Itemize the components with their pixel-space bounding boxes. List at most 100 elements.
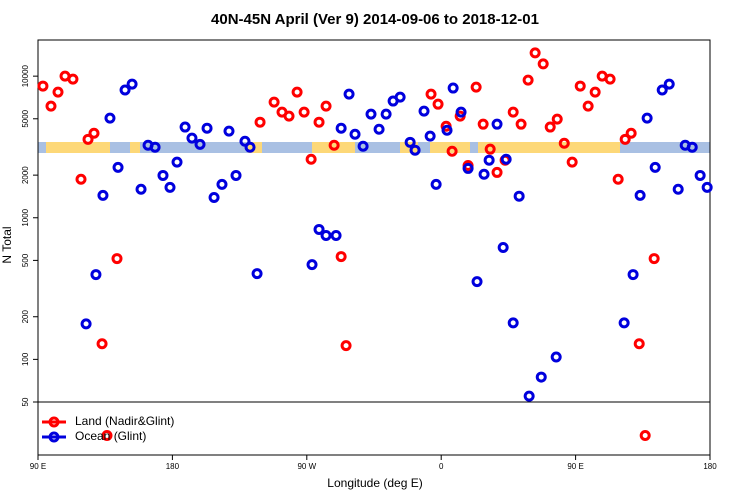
data-point <box>550 351 562 363</box>
data-point <box>52 86 64 98</box>
data-point <box>164 181 176 193</box>
data-point <box>462 162 474 174</box>
data-point <box>507 317 519 329</box>
data-point <box>291 86 303 98</box>
data-point <box>663 78 675 90</box>
data-point <box>447 82 459 94</box>
data-point <box>523 390 535 402</box>
x-axis-label: Longitude (deg E) <box>327 476 422 490</box>
data-point <box>335 251 347 263</box>
data-point <box>497 241 509 253</box>
data-point <box>254 116 266 128</box>
data-point <box>470 81 482 93</box>
data-point <box>305 153 317 165</box>
data-point <box>619 133 631 145</box>
data-point <box>75 173 87 185</box>
data-point <box>633 338 645 350</box>
data-point <box>424 130 436 142</box>
data-point <box>589 86 601 98</box>
data-point <box>649 161 661 173</box>
data-point <box>582 100 594 112</box>
data-point <box>201 122 213 134</box>
data-point <box>82 133 94 145</box>
y-tick-label: 5000 <box>21 109 30 127</box>
data-point <box>104 112 116 124</box>
data-point <box>373 123 385 135</box>
data-point <box>455 106 467 118</box>
data-point <box>223 125 235 137</box>
data-point <box>491 118 503 130</box>
data-point <box>491 166 503 178</box>
data-point <box>313 116 325 128</box>
data-point <box>135 183 147 195</box>
data-point <box>441 124 453 136</box>
data-point <box>529 47 541 59</box>
data-point <box>186 132 198 144</box>
data-point <box>551 113 563 125</box>
data-point <box>97 189 109 201</box>
data-point <box>483 154 495 166</box>
data-point <box>522 74 534 86</box>
data-point <box>244 141 256 153</box>
data-point <box>641 112 653 124</box>
data-point <box>230 169 242 181</box>
data-point <box>604 73 616 85</box>
y-tick-label: 100 <box>21 352 30 366</box>
y-tick-label: 50 <box>21 397 30 406</box>
data-point <box>425 88 437 100</box>
data-point <box>478 168 490 180</box>
data-point <box>328 139 340 151</box>
data-point <box>627 269 639 281</box>
data-point <box>672 183 684 195</box>
x-tick-label: 180 <box>166 462 180 471</box>
data-point <box>216 178 228 190</box>
data-point <box>625 127 637 139</box>
data-point <box>544 121 556 133</box>
y-tick-label: 1000 <box>21 208 30 226</box>
data-point <box>194 138 206 150</box>
data-point <box>648 253 660 265</box>
data-point <box>515 118 527 130</box>
data-point <box>365 108 377 120</box>
data-point <box>283 110 295 122</box>
data-point <box>320 229 332 241</box>
y-tick-label: 10000 <box>21 64 30 87</box>
data-point <box>251 268 263 280</box>
y-axis-label: N Total <box>0 226 14 263</box>
data-point <box>656 84 668 96</box>
x-tick-label: 180 <box>703 462 717 471</box>
data-point <box>430 178 442 190</box>
data-point <box>149 141 161 153</box>
data-point <box>477 118 489 130</box>
data-point <box>566 156 578 168</box>
data-point <box>418 105 430 117</box>
data-point <box>90 269 102 281</box>
data-point <box>88 127 100 139</box>
data-point <box>80 318 92 330</box>
data-point <box>67 73 79 85</box>
chart-title: 40N-45N April (Ver 9) 2014-09-06 to 2018… <box>211 11 539 28</box>
data-point <box>639 430 651 442</box>
map-strip <box>38 142 710 153</box>
x-tick-label: 90 E <box>567 462 583 471</box>
plot-frame <box>37 39 711 456</box>
data-point <box>119 84 131 96</box>
data-point <box>471 276 483 288</box>
data-point <box>432 98 444 110</box>
data-point <box>306 259 318 271</box>
data-point <box>500 153 512 165</box>
data-point <box>634 189 646 201</box>
data-point <box>535 371 547 383</box>
legend-label: Ocean (Glint) <box>75 429 146 443</box>
data-point <box>157 169 169 181</box>
y-tick-label: 500 <box>21 253 30 267</box>
data-point <box>96 338 108 350</box>
legend-marker <box>48 416 60 428</box>
x-tick-label: 0 <box>439 462 444 471</box>
data-point <box>394 91 406 103</box>
data-point <box>686 141 698 153</box>
data-point <box>574 80 586 92</box>
x-tick-label: 90 W <box>297 462 316 471</box>
